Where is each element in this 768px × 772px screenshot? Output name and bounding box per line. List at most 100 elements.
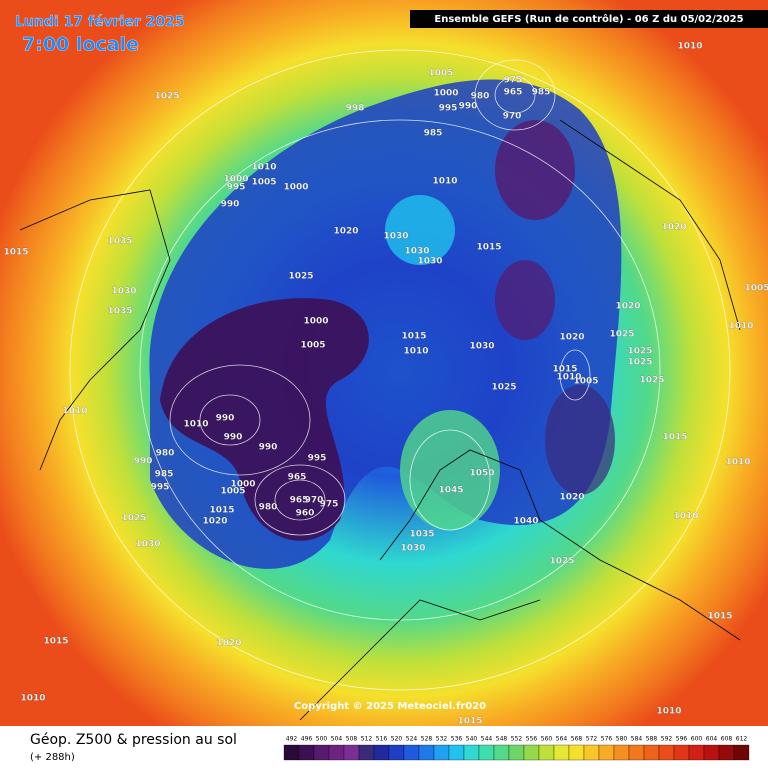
isobar-label: 1050 xyxy=(469,469,494,479)
isobar-label: 1030 xyxy=(111,287,136,297)
isobar-label: 1005 xyxy=(573,377,598,387)
scale-label: 600 xyxy=(691,736,703,743)
isobar-label: 1035 xyxy=(409,530,434,540)
isobar-label: 1025 xyxy=(609,330,634,340)
isobar-label: 995 xyxy=(151,483,170,493)
scale-label: 528 xyxy=(421,736,433,743)
scale-swatch xyxy=(328,744,345,761)
isobar-label: 1010 xyxy=(725,458,750,468)
isobar-label: 1005 xyxy=(220,487,245,497)
isobar-label: 1010 xyxy=(656,707,681,717)
scale-label: 592 xyxy=(661,736,673,743)
date: Lundi 17 février 2025 xyxy=(15,14,185,30)
scale-swatch xyxy=(658,744,675,761)
isobar-label: 990 xyxy=(259,443,278,453)
isobar-label: 1010 xyxy=(728,322,753,332)
scale-swatch xyxy=(283,744,300,761)
scale-swatch xyxy=(523,744,540,761)
isobar-label: 1000 xyxy=(283,183,308,193)
isobar-label: 965 xyxy=(290,496,309,506)
isobar-label: 1015 xyxy=(662,433,687,443)
coastlines xyxy=(19,119,741,721)
scale-label: 572 xyxy=(586,736,598,743)
isobar-label: 1045 xyxy=(438,486,463,496)
footer-title: Géop. Z500 & pression au sol xyxy=(30,732,237,748)
isobar-label: 975 xyxy=(320,500,339,510)
scale-label: 492 xyxy=(286,736,298,743)
isobar-label: 1015 xyxy=(3,248,28,258)
color-scale: 492 496 500 504 508 512 516 520 524 528 532 536 540 5… xyxy=(283,736,750,761)
scale-swatch xyxy=(313,744,330,761)
scale-label: 588 xyxy=(646,736,658,743)
isobar-label: 1020 xyxy=(661,223,686,233)
scale-label: 516 xyxy=(376,736,388,743)
scale-swatch xyxy=(688,744,705,761)
isobar-label: 1025 xyxy=(288,272,313,282)
isobar-label: 1015 xyxy=(401,332,426,342)
lead-time: (+ 288h) xyxy=(30,752,75,763)
isobar-label: 1025 xyxy=(627,358,652,368)
scale-swatch xyxy=(538,744,555,761)
isobar-label: 1025 xyxy=(491,383,516,393)
isobar-label: 1005 xyxy=(251,178,276,188)
isobar-label: 960 xyxy=(296,509,315,519)
isobar-label: 1020 xyxy=(559,493,584,503)
isobar-label: 980 xyxy=(471,92,490,102)
isobar-label: 965 xyxy=(504,88,523,98)
isobar-label: 1025 xyxy=(549,557,574,567)
scale-label: 536 xyxy=(451,736,463,743)
scale-label: 580 xyxy=(616,736,628,743)
scale-swatch xyxy=(508,744,525,761)
isobar-label: 975 xyxy=(504,76,523,86)
isobar-label: 1030 xyxy=(417,257,442,267)
scale-label: 576 xyxy=(601,736,613,743)
isobar-label: 1035 xyxy=(107,307,132,317)
scale-label: 496 xyxy=(301,736,313,743)
scale-label: 564 xyxy=(556,736,568,743)
scale-label: 604 xyxy=(706,736,718,743)
copyright: Copyright © 2025 Meteociel.fr020 xyxy=(294,701,486,712)
isobar-label: 985 xyxy=(532,88,551,98)
scale-label: 540 xyxy=(466,736,478,743)
isobar-label: 965 xyxy=(288,473,307,483)
isobar-label: 995 xyxy=(439,104,458,114)
isobar-label: 995 xyxy=(227,183,246,193)
scale-swatch xyxy=(598,744,615,761)
scale-label: 512 xyxy=(361,736,373,743)
scale-label: 560 xyxy=(541,736,553,743)
scale-label: 524 xyxy=(406,736,418,743)
isobar-label: 990 xyxy=(459,102,478,112)
scale-swatch xyxy=(643,744,660,761)
run-info: Ensemble GEFS (Run de contrôle) - 06 Z d… xyxy=(434,13,743,25)
low-asia xyxy=(495,260,555,340)
isobar-label: 1025 xyxy=(639,376,664,386)
scale-swatch xyxy=(568,744,585,761)
isobar-label: 1030 xyxy=(404,247,429,257)
scale-swatch xyxy=(703,744,720,761)
isobar-label: 1010 xyxy=(403,347,428,357)
isobar-label: 1030 xyxy=(400,544,425,554)
scale-swatch xyxy=(343,744,360,761)
scale-label: 556 xyxy=(526,736,538,743)
ridge-europe xyxy=(400,410,500,530)
isobar-label: 1020 xyxy=(559,333,584,343)
scale-swatch xyxy=(718,744,735,761)
isobar-label: 1020 xyxy=(333,227,358,237)
isobar-label: 1025 xyxy=(627,347,652,357)
scale-label: 508 xyxy=(346,736,358,743)
isobar-label: 1010 xyxy=(677,42,702,52)
isobar-label: 985 xyxy=(155,470,174,480)
isobar-label: 980 xyxy=(156,449,175,459)
scale-label: 568 xyxy=(571,736,583,743)
scale-label: 520 xyxy=(391,736,403,743)
scale-label: 500 xyxy=(316,736,328,743)
isobar-label: 1000 xyxy=(223,175,248,185)
isobar-label: 1010 xyxy=(183,420,208,430)
isobar-label: 1030 xyxy=(383,232,408,242)
scale-label: 584 xyxy=(631,736,643,743)
isobar-label: 990 xyxy=(216,414,235,424)
isobar-label: 1020 xyxy=(615,302,640,312)
scale-label: 552 xyxy=(511,736,523,743)
